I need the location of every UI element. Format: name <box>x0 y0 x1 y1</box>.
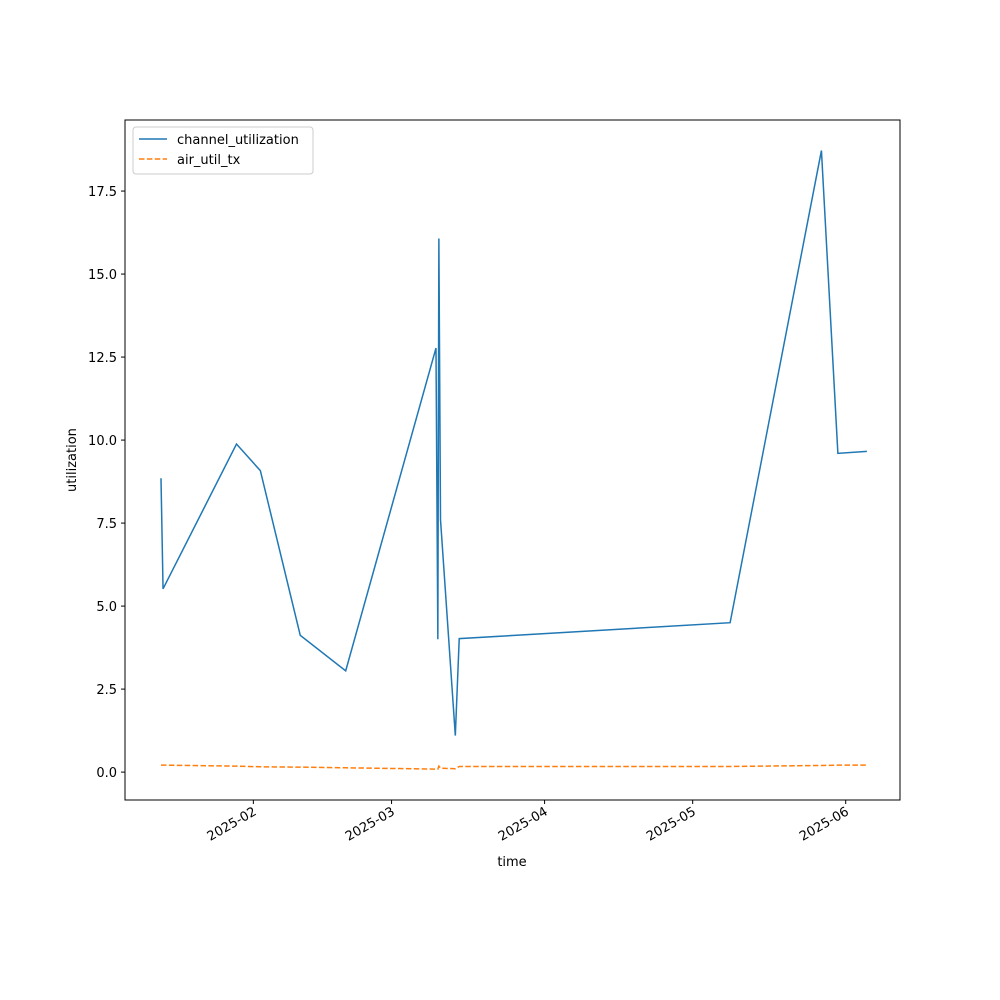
y-tick-label: 15.0 <box>88 268 117 283</box>
y-tick-label: 2.5 <box>96 683 117 698</box>
legend-label: air_util_tx <box>177 153 241 168</box>
series-line <box>160 150 867 736</box>
y-tick-label: 17.5 <box>88 185 117 200</box>
y-axis-label: utilization <box>65 428 80 492</box>
series-line <box>160 764 867 770</box>
y-tick-label: 12.5 <box>88 351 117 366</box>
legend-box <box>132 126 314 175</box>
y-tick-label: 0.0 <box>96 766 117 781</box>
x-tick-label: 2025-02 <box>205 804 260 844</box>
y-tick-label: 7.5 <box>96 517 117 532</box>
x-tick-label: 2025-05 <box>644 804 699 844</box>
y-tick-label: 10.0 <box>88 434 117 449</box>
legend-label: channel_utilization <box>177 133 299 148</box>
plot-frame <box>124 119 901 801</box>
x-tick-label: 2025-04 <box>496 804 551 844</box>
x-tick-label: 2025-03 <box>343 804 398 844</box>
y-tick-label: 5.0 <box>96 600 117 615</box>
x-axis-label: time <box>497 855 526 870</box>
x-tick-label: 2025-06 <box>797 804 852 844</box>
